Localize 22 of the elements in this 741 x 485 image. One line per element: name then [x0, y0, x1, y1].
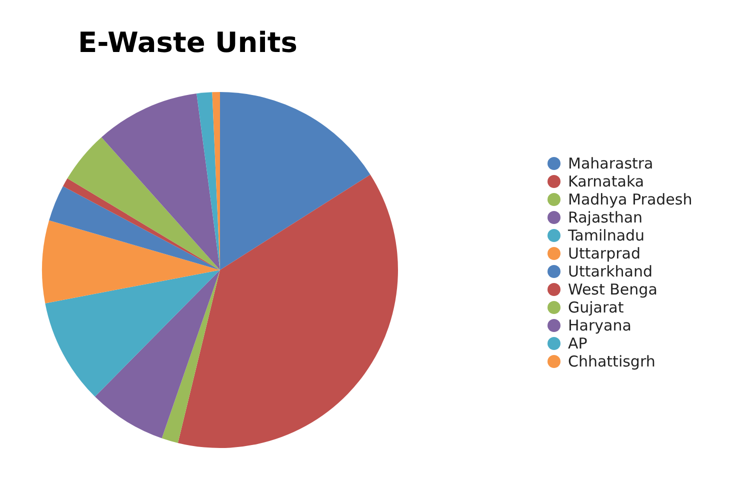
- chart-title: E-Waste Units: [78, 26, 298, 59]
- pie-slice: [45, 270, 220, 397]
- legend-label: Madhya Pradesh: [568, 190, 692, 208]
- legend-label: Rajasthan: [568, 208, 643, 226]
- legend-label: Haryana: [568, 316, 632, 334]
- pie-slice: [62, 178, 220, 270]
- legend-label: Tamilnadu: [567, 226, 645, 244]
- legend-label: Uttarprad: [568, 244, 641, 262]
- pie-slice: [42, 220, 220, 304]
- pie-slice: [101, 94, 220, 270]
- legend-label: Uttarkhand: [568, 262, 653, 280]
- legend-label: Maharastra: [568, 154, 654, 172]
- pie-slice: [178, 174, 398, 448]
- legend-label: Gujarat: [568, 298, 624, 316]
- pie-slice: [67, 137, 220, 270]
- pie-slice: [94, 270, 220, 438]
- legend-label: AP: [568, 334, 588, 352]
- legend-label: Chhattisgrh: [568, 352, 656, 370]
- legend-label: Karnataka: [568, 172, 644, 190]
- pie-slice: [162, 270, 220, 443]
- pie-slice: [196, 92, 220, 270]
- legend-label: West Benga: [568, 280, 658, 298]
